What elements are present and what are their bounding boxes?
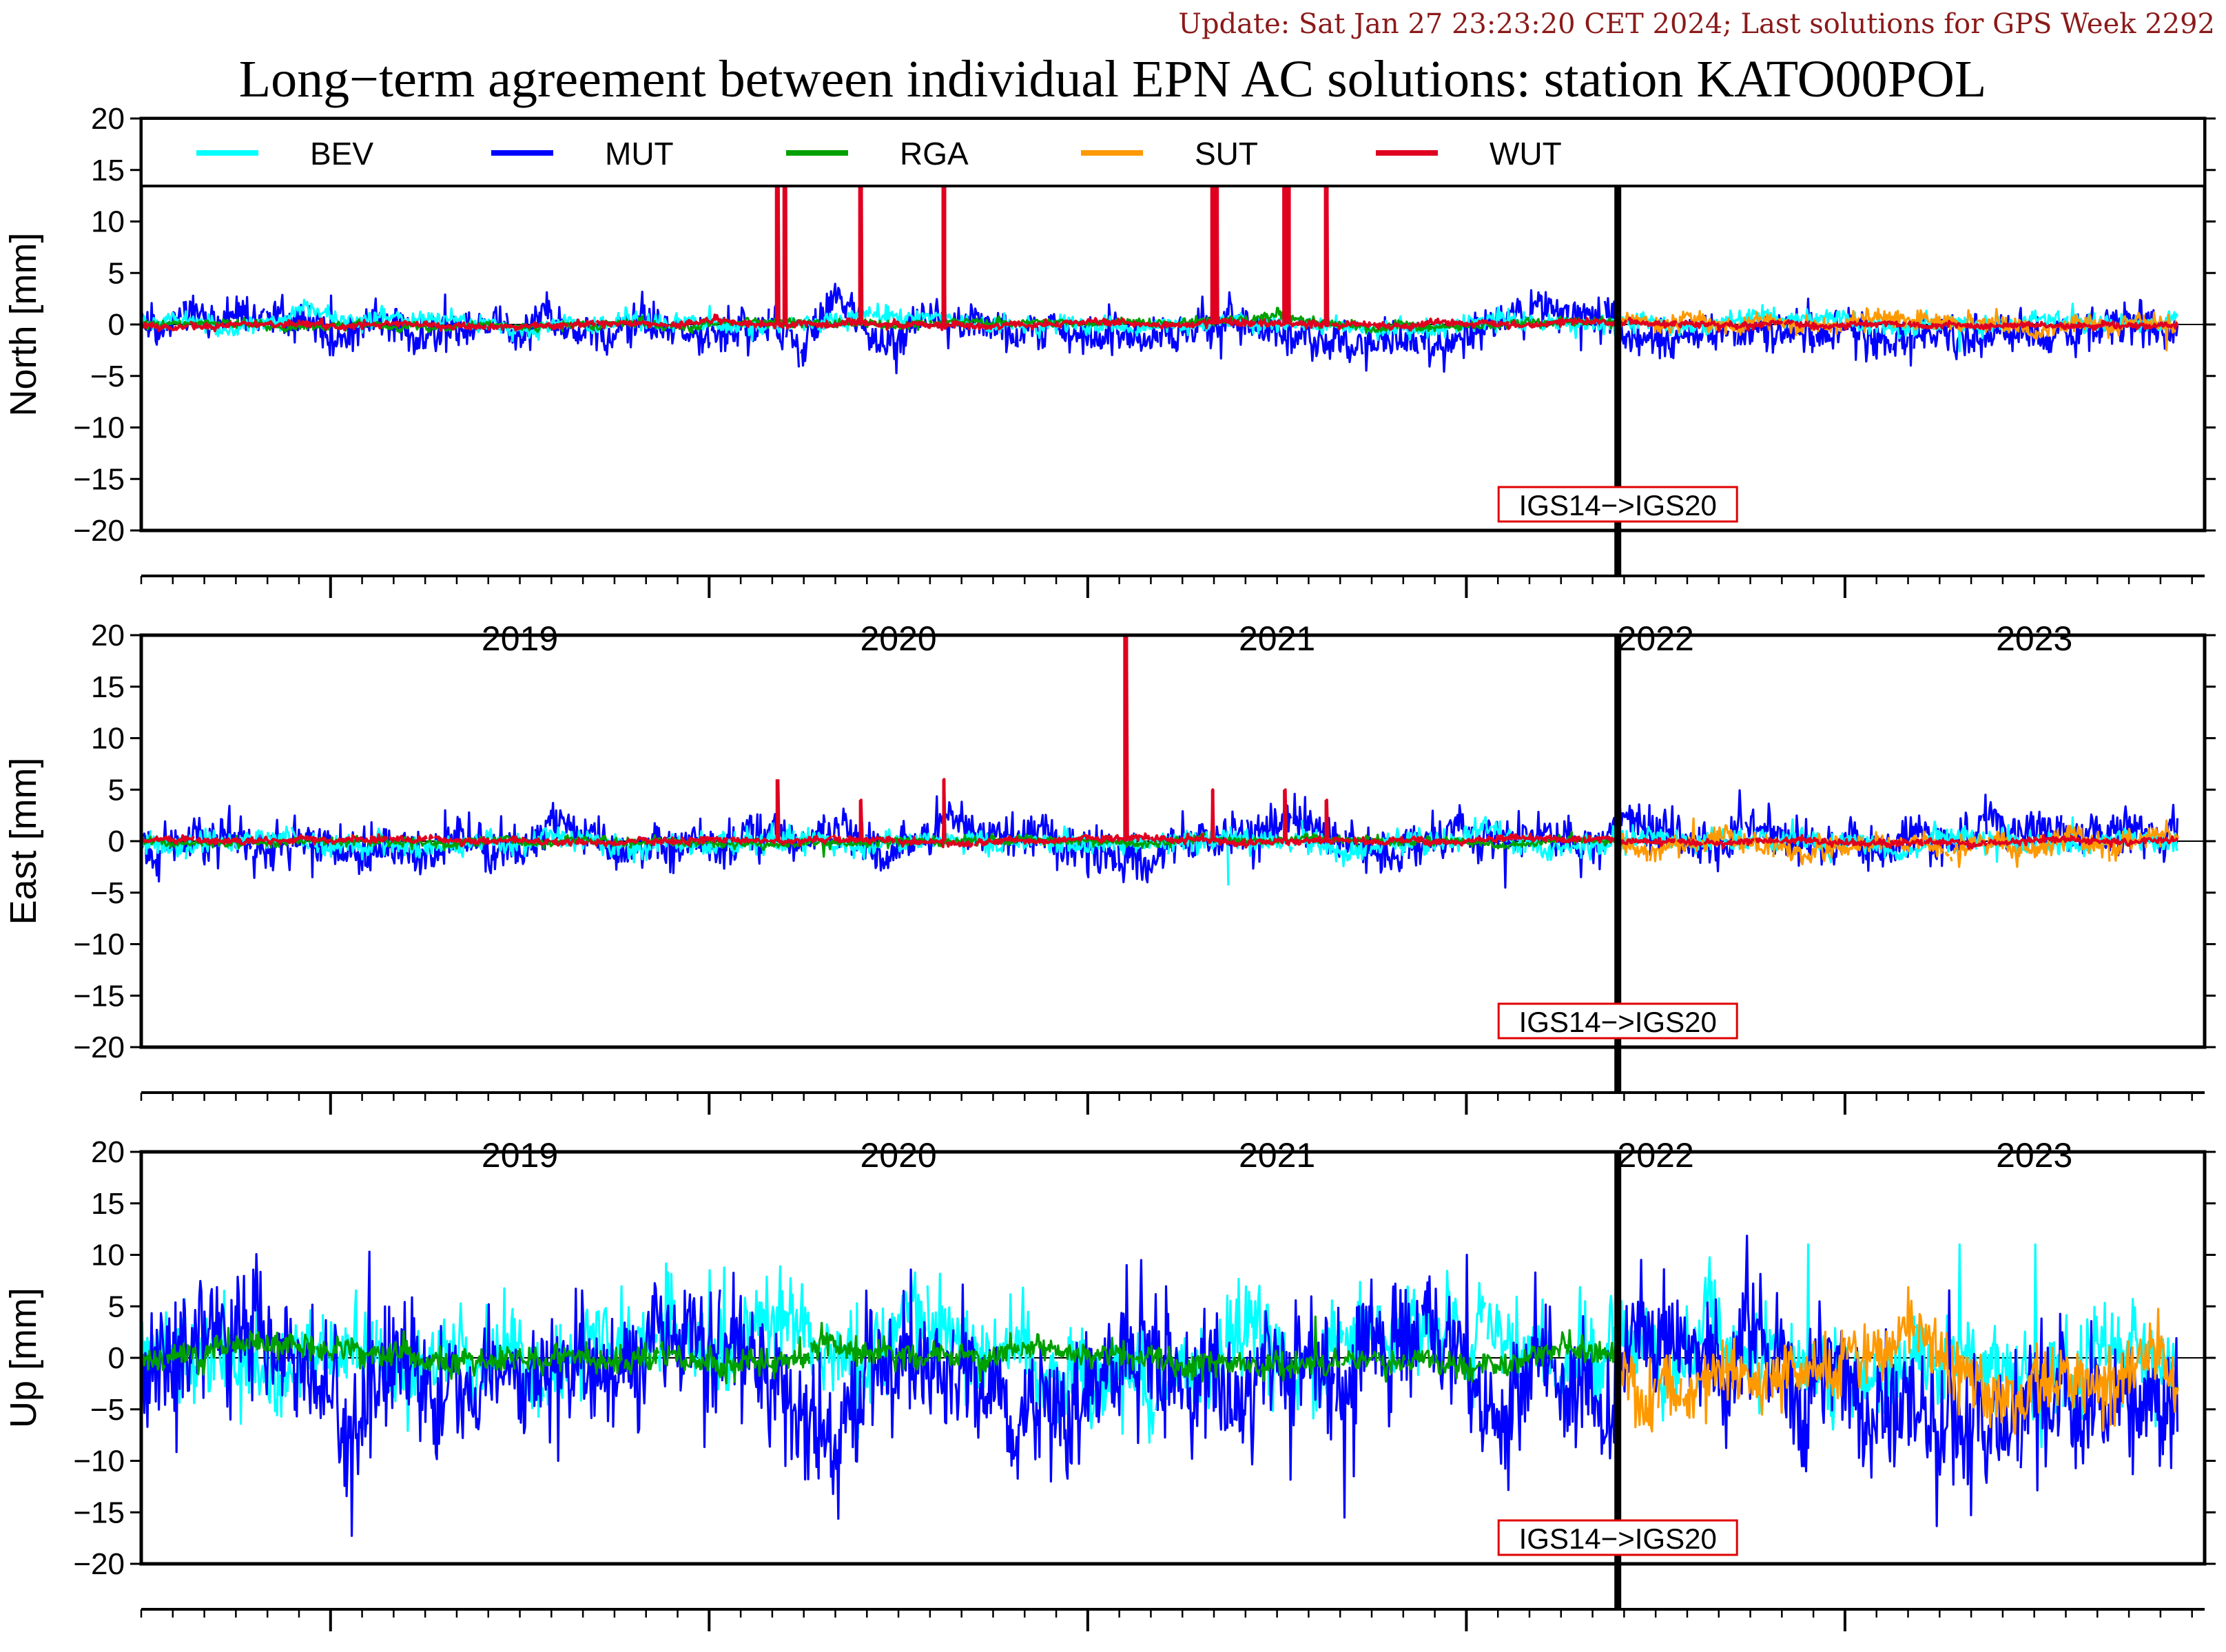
y-tick-label: 15 (91, 670, 125, 704)
frame-change-label: IGS14−>IGS20 (1519, 489, 1717, 522)
y-tick-label: −5 (90, 1393, 125, 1427)
y-tick-label: −5 (90, 876, 125, 910)
series-group (141, 1235, 2179, 1537)
update-text: Update: Sat Jan 27 23:23:20 CET 2024; La… (1178, 8, 2215, 40)
frame-change-box (1497, 486, 1738, 523)
frame-change-box (1497, 1002, 1738, 1040)
series-line-wut (141, 118, 2179, 333)
y-tick-label: −15 (73, 979, 125, 1013)
y-tick-label: −10 (73, 1445, 125, 1478)
y-axis-label: North [mm] (3, 232, 44, 416)
chart-title: Long−term agreement between individual E… (239, 50, 1987, 108)
y-axis-label: East [mm] (3, 757, 44, 925)
legend-label-wut: WUT (1490, 136, 1562, 172)
panel-2: 20 15 10 5 0 −5 −10 −15 −20 Up [mm] IGS14−>IGS20 20… (3, 1135, 2216, 1631)
y-tick-label: 0 (108, 825, 125, 858)
series-line-rga (141, 1315, 1618, 1385)
y-tick-label: −10 (73, 411, 125, 445)
y-tick-label: 20 (91, 1135, 125, 1169)
plot-frame (139, 1150, 2207, 1566)
y-tick-label: −15 (73, 462, 125, 496)
x-year-label: 2021 (1239, 619, 1315, 658)
series-group (141, 635, 2179, 889)
y-tick-label: 20 (91, 619, 125, 652)
panel-1: 20 15 10 5 0 −5 −10 −15 −20 East [mm] IGS14−>IGS20… (3, 619, 2216, 1175)
legend: BEV MUT RGA SUT WUT (140, 117, 2206, 187)
legend-box (140, 117, 2206, 187)
frame-change-box (1497, 1519, 1738, 1556)
x-year-label: 2022 (1618, 1136, 1694, 1175)
y-tick-label: −5 (90, 360, 125, 393)
frame-change-label: IGS14−>IGS20 (1519, 1006, 1717, 1038)
y-tick-label: 5 (108, 773, 125, 807)
x-year-label: 2021 (1239, 1136, 1315, 1175)
y-tick-label: 0 (108, 308, 125, 342)
y-tick-label: 0 (108, 1341, 125, 1375)
legend-label-sut: SUT (1195, 136, 1258, 172)
y-tick-label: 10 (91, 205, 125, 239)
x-year-label: 2023 (1996, 1136, 2072, 1175)
y-tick-label: 5 (108, 1290, 125, 1323)
panel-0: 20 15 10 5 0 −5 −10 −15 −20 North [mm] IGS14−>IGS2… (3, 102, 2216, 658)
y-tick-label: −20 (73, 1031, 125, 1064)
y-tick-label: 15 (91, 1187, 125, 1221)
x-year-label: 2020 (860, 1136, 936, 1175)
x-year-label: 2023 (1996, 619, 2072, 658)
x-year-label: 2019 (482, 1136, 558, 1175)
plot-frame (139, 633, 2207, 1049)
x-year-label: 2020 (860, 619, 936, 658)
x-year-label: 2022 (1618, 619, 1694, 658)
y-tick-label: −15 (73, 1496, 125, 1529)
y-tick-label: 15 (91, 154, 125, 187)
y-tick-label: −20 (73, 1547, 125, 1581)
frame-change-label: IGS14−>IGS20 (1519, 1522, 1717, 1555)
legend-label-mut: MUT (605, 136, 674, 172)
y-axis-label: Up [mm] (3, 1288, 44, 1428)
y-tick-label: 5 (108, 256, 125, 290)
series-line-sut (1616, 1286, 2179, 1435)
y-tick-label: 10 (91, 1239, 125, 1272)
x-year-label: 2019 (482, 619, 558, 658)
y-tick-label: 10 (91, 722, 125, 756)
y-tick-label: −10 (73, 928, 125, 962)
legend-label-rga: RGA (900, 136, 969, 172)
y-tick-label: 20 (91, 102, 125, 136)
y-tick-label: −20 (73, 514, 125, 548)
series-line-wut (141, 635, 2179, 850)
legend-label-bev: BEV (310, 136, 373, 172)
panels-group: 20 15 10 5 0 −5 −10 −15 −20 North [mm] IGS14−>IGS2… (3, 102, 2216, 1631)
